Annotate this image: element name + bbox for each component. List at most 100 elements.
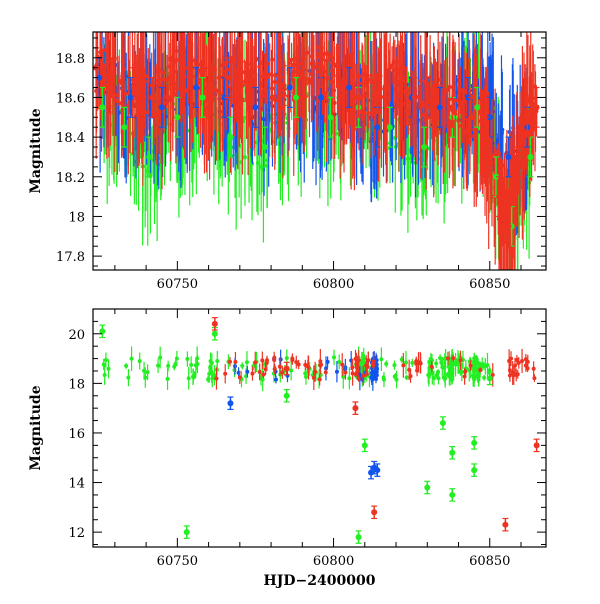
- data-point: [386, 124, 393, 131]
- data-point: [293, 94, 300, 101]
- noise-point: [427, 359, 432, 364]
- noise-point: [371, 363, 376, 368]
- data-point: [280, 82, 287, 89]
- noise-point: [145, 110, 150, 115]
- data-point: [283, 392, 290, 399]
- data-point: [439, 420, 446, 427]
- noise-point: [305, 50, 310, 55]
- data-point: [424, 484, 431, 491]
- noise-point: [451, 356, 456, 361]
- noise-point: [401, 363, 406, 368]
- noise-point: [392, 363, 397, 368]
- data-point: [352, 405, 359, 412]
- noise-point: [212, 373, 217, 378]
- noise-point: [384, 102, 389, 107]
- noise-point: [315, 69, 320, 74]
- noise-point: [515, 372, 520, 377]
- noise-point: [237, 79, 242, 84]
- noise-point: [382, 96, 387, 101]
- x-tick-label: 60750: [157, 277, 198, 292]
- noise-point: [416, 94, 421, 99]
- noise-point: [139, 92, 144, 97]
- noise-point: [260, 377, 265, 382]
- y-tick-label: 18.8: [56, 52, 85, 67]
- noise-point: [272, 97, 277, 102]
- noise-point: [221, 69, 226, 74]
- noise-point: [410, 360, 415, 365]
- noise-point: [522, 138, 527, 143]
- noise-point: [382, 86, 387, 91]
- noise-point: [103, 357, 108, 362]
- plot-area: [99, 317, 540, 544]
- noise-point: [277, 364, 282, 369]
- noise-point: [166, 363, 171, 368]
- data-point: [224, 74, 231, 81]
- noise-point: [155, 69, 160, 74]
- noise-point: [488, 151, 493, 156]
- data-point: [199, 94, 206, 101]
- noise-point: [451, 360, 456, 365]
- x-tick-label: 60850: [469, 554, 510, 569]
- noise-point: [429, 364, 434, 369]
- noise-point: [161, 70, 166, 75]
- noise-point: [419, 99, 424, 104]
- noise-point: [260, 358, 265, 363]
- noise-point: [334, 369, 339, 374]
- noise-point: [426, 373, 431, 378]
- noise-point: [355, 369, 360, 374]
- noise-point: [472, 376, 477, 381]
- data-point: [468, 114, 475, 121]
- noise-point: [206, 377, 211, 382]
- noise-point: [142, 368, 147, 373]
- noise-point: [177, 58, 182, 63]
- data-point: [355, 94, 362, 101]
- noise-point: [174, 356, 179, 361]
- data-point: [227, 400, 234, 407]
- noise-point: [481, 128, 486, 133]
- noise-point: [442, 375, 447, 380]
- data-point: [449, 104, 456, 111]
- y-tick-label: 16: [68, 427, 85, 442]
- noise-point: [136, 103, 141, 108]
- noise-point: [129, 356, 134, 361]
- noise-point: [418, 78, 423, 83]
- x-tick-label: 60850: [469, 277, 510, 292]
- noise-point: [208, 70, 213, 75]
- noise-point: [172, 364, 177, 369]
- data-point: [121, 124, 128, 131]
- noise-point: [211, 87, 216, 92]
- data-point: [471, 439, 478, 446]
- x-tick-label: 60800: [313, 277, 354, 292]
- noise-point: [374, 358, 379, 363]
- noise-point: [350, 94, 355, 99]
- noise-point: [510, 370, 515, 375]
- noise-point: [523, 363, 528, 368]
- noise-point: [145, 370, 150, 375]
- noise-point: [272, 355, 277, 360]
- y-tick-label: 18.4: [56, 131, 85, 146]
- noise-point: [255, 161, 260, 166]
- noise-point: [234, 68, 239, 73]
- data-point: [158, 104, 165, 111]
- data-point: [411, 94, 418, 101]
- data-point: [514, 163, 521, 170]
- data-point: [108, 74, 115, 81]
- noise-point: [523, 357, 528, 362]
- noise-point: [478, 367, 483, 372]
- data-point: [205, 84, 212, 91]
- noise-point: [459, 370, 464, 375]
- noise-point: [370, 78, 375, 83]
- data-point: [374, 467, 381, 474]
- noise-point: [384, 361, 389, 366]
- noise-point: [520, 358, 525, 363]
- noise-point: [263, 367, 268, 372]
- data-point: [486, 114, 493, 121]
- y-tick-label: 18.2: [56, 171, 85, 186]
- noise-point: [223, 371, 228, 376]
- noise-point: [242, 155, 247, 160]
- noise-point: [450, 371, 455, 376]
- plot-frame: [92, 31, 547, 271]
- noise-point: [230, 55, 235, 60]
- data-point: [146, 153, 153, 160]
- data-point: [374, 90, 381, 97]
